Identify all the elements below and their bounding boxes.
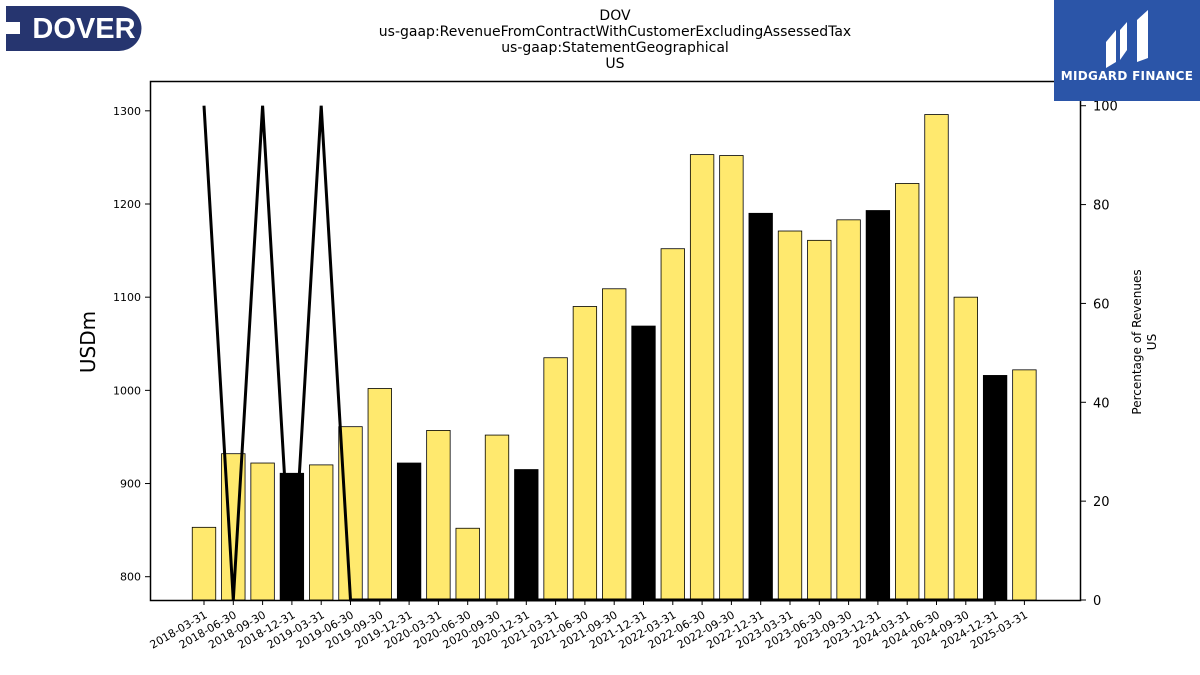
y-tick-label-1300: 1300 [113,105,141,118]
midgard-mark-icon [1106,10,1148,68]
y-tick-label-900: 900 [120,478,141,491]
bar-2025-03-31 [1012,369,1037,601]
y2-tick-label-0: 0 [1093,594,1101,609]
y-tick-label-1000: 1000 [113,384,141,397]
bar-2022-09-30 [719,155,744,601]
y-tick-label-800: 800 [120,571,141,584]
bar-2023-12-31 [865,210,891,601]
y-axis-label: USDm [76,311,100,373]
bar-2019-12-31 [396,462,422,601]
bar-2020-06-30 [455,527,480,601]
bar-2019-03-31 [309,464,334,601]
bar-2018-09-30 [250,462,275,601]
bar-2022-03-31 [660,248,685,601]
chart-title-axis: us-gaap:StatementGeographical [501,40,729,56]
y-tick-label-1200: 1200 [113,198,141,211]
y2-tick-label-100: 100 [1093,100,1118,115]
bar-2024-06-30 [924,114,949,601]
dover-logo-text: DOVER [32,13,135,45]
bar-2021-09-30 [602,288,627,601]
bar-2019-09-30 [367,388,392,601]
bar-2020-09-30 [484,434,510,601]
y2-tick-label-60: 60 [1093,297,1110,312]
x-axis: 2018-03-312018-06-302018-09-302018-12-31… [148,600,1030,652]
y2-tick-label-20: 20 [1093,495,1110,510]
y2-axis-label-line2: US [1145,334,1159,350]
midgard-finance-logo: MIDGARD FINANCE [1054,0,1200,101]
chart-title-concept: us-gaap:RevenueFromContractWithCustomerE… [378,24,852,40]
bar-2021-03-31 [543,357,568,601]
bar-2023-09-30 [836,219,861,601]
chart-title-member: US [605,56,625,72]
bar-2024-12-31 [982,375,1008,601]
bar-2018-03-31 [191,526,217,601]
dover-logo: DOVER [6,6,142,51]
y2-tick-label-80: 80 [1093,199,1110,214]
plot-frame [149,80,1082,602]
bar-2023-03-31 [777,230,803,601]
chart-title-ticker: DOV [599,8,631,24]
y-axis-left: 800 900 1000 1100 1200 1300 [113,105,150,584]
y2-tick-label-40: 40 [1093,396,1110,411]
bar-2022-12-31 [748,212,773,601]
bar-2020-12-31 [514,469,539,601]
bar-2023-06-30 [807,239,832,601]
bars-layer [191,114,1037,601]
bar-2022-06-30 [689,154,715,601]
y2-axis-label-line1: Percentage of Revenues [1130,269,1144,414]
bar-2021-12-31 [631,325,656,601]
y-axis-right: 0 20 40 60 80 100 [1080,100,1118,609]
bar-2024-09-30 [953,296,978,601]
bar-2020-03-31 [426,430,451,601]
bar-2024-03-31 [895,183,920,601]
midgard-finance-text: MIDGARD FINANCE [1060,69,1194,83]
bar-2021-06-30 [572,306,598,601]
y-tick-label-1100: 1100 [113,291,141,304]
